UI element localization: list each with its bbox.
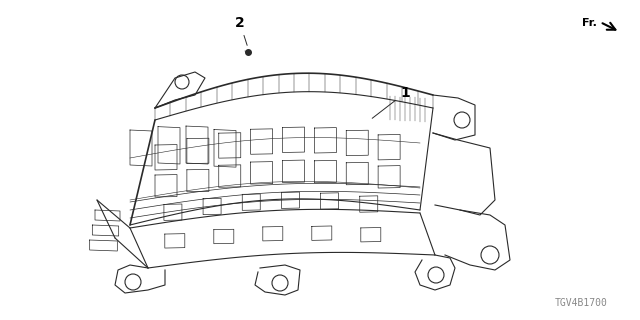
Text: 1: 1 [372,86,410,118]
Text: TGV4B1700: TGV4B1700 [555,298,608,308]
Text: 2: 2 [235,16,247,45]
Text: Fr.: Fr. [582,18,597,28]
